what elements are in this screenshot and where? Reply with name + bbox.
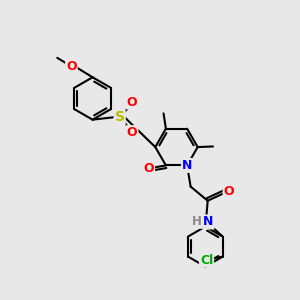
Text: Cl: Cl [200,254,213,267]
Text: N: N [182,159,192,172]
Text: O: O [143,162,154,175]
Text: O: O [127,95,137,109]
Text: O: O [224,184,234,197]
Text: H: H [192,215,202,228]
Text: N: N [203,215,214,228]
Text: S: S [115,110,125,124]
Text: O: O [127,126,137,139]
Text: O: O [66,60,77,73]
